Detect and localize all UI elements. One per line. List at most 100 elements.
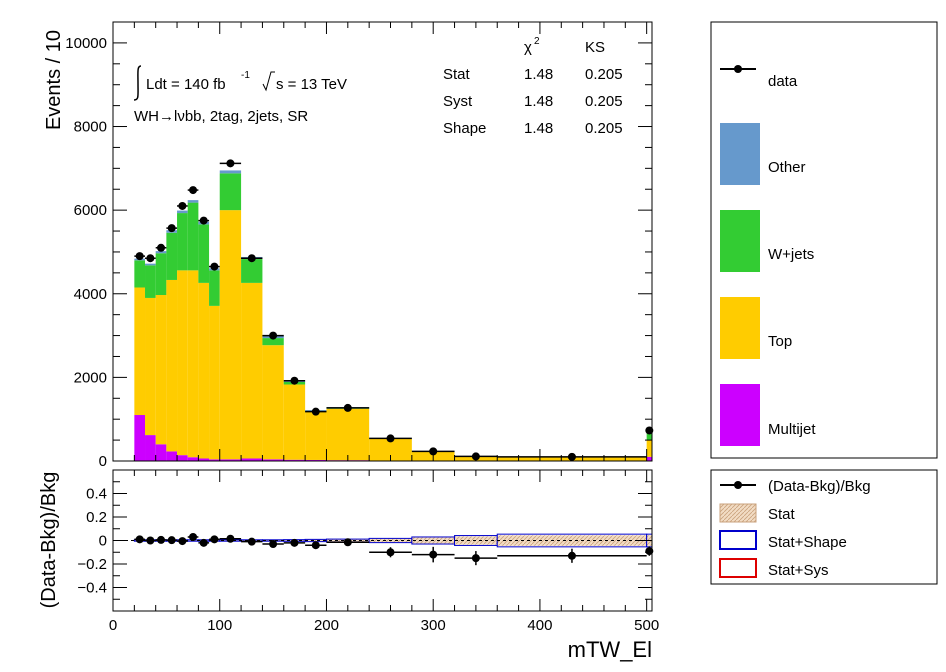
bar-multijet <box>646 456 652 461</box>
stats-table: χ 2 KS Stat 1.48 0.205 Syst 1.48 0.205 S… <box>443 36 623 137</box>
stats-row-chi2: 1.48 <box>524 120 553 137</box>
bar-top <box>326 408 370 461</box>
integral-sign <box>133 65 142 101</box>
bar-other <box>155 251 167 254</box>
main-histogram-panel: 0 2000 4000 6000 8000 10000 Events / 10 Ldt =… <box>43 21 654 470</box>
ratio-point <box>343 538 352 547</box>
bar-multijet <box>134 415 146 461</box>
bar-wjets <box>134 260 146 288</box>
ratio-point <box>210 535 219 544</box>
ratio-point <box>199 538 208 547</box>
bar-multijet <box>305 459 327 461</box>
stats-row-ks: 0.205 <box>585 66 623 83</box>
main-frame <box>112 21 653 462</box>
bar-top <box>166 279 178 452</box>
ratio-x-axis: 0 100 200 300 400 500 <box>109 470 659 634</box>
bar-top <box>262 345 284 460</box>
bar-top <box>187 270 199 458</box>
y-tick-label: 0 <box>99 453 107 470</box>
ratio-point <box>269 540 278 549</box>
bar-other <box>177 210 188 214</box>
y-tick-label: 4000 <box>74 286 107 303</box>
legend-label: Multijet <box>768 421 816 438</box>
bar-wjets <box>646 431 652 441</box>
data-point <box>226 159 235 168</box>
stats-header-ks: KS <box>585 39 605 56</box>
data-point <box>567 452 576 461</box>
bar-multijet <box>209 459 220 461</box>
ratio-point <box>290 538 299 547</box>
legend-entry-multijet: Multijet <box>720 384 816 446</box>
stats-header-chi2: χ <box>524 39 532 56</box>
legend-swatch <box>720 210 760 272</box>
bar-top <box>155 295 167 445</box>
bar-wjets <box>209 270 220 306</box>
stats-header-chi2-exponent: 2 <box>534 36 540 47</box>
x-tick-label: 0 <box>109 617 117 634</box>
legend-entry-stat-sys: Stat+Sys <box>719 558 828 579</box>
data-point <box>343 403 352 412</box>
bar-wjets <box>198 224 210 283</box>
legend-entry-stat: Stat <box>719 503 796 523</box>
bar-top <box>209 305 220 460</box>
ratio-y-tick-label: 0 <box>99 533 107 550</box>
data-points <box>134 159 654 461</box>
bar-multijet <box>145 435 156 461</box>
ratio-legend-frame <box>710 469 938 585</box>
ratio-point <box>429 550 438 559</box>
legend-label: Other <box>768 159 806 176</box>
bar-other <box>187 200 199 203</box>
ratio-point <box>189 532 198 541</box>
stats-row-label: Shape <box>443 120 486 137</box>
ratio-panel: −0.4 −0.2 0 0.2 0.4 0 100 200 300 400 500 (Data-B… <box>38 469 659 662</box>
stats-row-label: Syst <box>443 93 473 110</box>
ratio-points <box>134 532 654 566</box>
energy-label: s = 13 TeV <box>276 76 347 93</box>
stacked-bars <box>134 170 652 461</box>
ratio-point <box>645 547 654 556</box>
stat-band <box>305 539 327 542</box>
stats-row-chi2: 1.48 <box>524 66 553 83</box>
ratio-point <box>157 535 166 544</box>
bar-top <box>134 287 146 416</box>
main-y-axis-label: Events / 10 <box>43 30 65 130</box>
legend-label: (Data-Bkg)/Bkg <box>768 478 871 495</box>
bar-wjets <box>262 338 284 346</box>
legend-label: Top <box>768 333 792 350</box>
y-tick-label: 2000 <box>74 369 107 386</box>
bar-multijet <box>219 459 242 461</box>
legend-label: data <box>768 73 798 90</box>
ratio-point <box>311 541 320 550</box>
data-point <box>189 186 198 195</box>
ratio-point <box>178 537 187 546</box>
ratio-point <box>567 551 576 560</box>
ratio-y-axis: −0.4 −0.2 0 0.2 0.4 <box>77 481 652 600</box>
stats-row-ks: 0.205 <box>585 120 623 137</box>
ratio-legend: (Data-Bkg)/Bkg Stat Stat+Shape Stat+Sys <box>710 469 938 585</box>
legend-label: Stat+Shape <box>768 534 847 551</box>
bar-wjets <box>187 202 199 271</box>
legend-entry-other: Other <box>720 123 806 185</box>
bar-wjets <box>155 253 167 296</box>
data-point <box>247 254 256 263</box>
legend-entry-top: Top <box>720 297 792 359</box>
ratio-point <box>135 535 144 544</box>
main-legend: data Other W+jets Top Multijet <box>710 21 938 459</box>
x-tick-label: 300 <box>421 617 446 634</box>
data-point <box>645 426 654 435</box>
x-tick-label: 400 <box>527 617 552 634</box>
bar-top <box>305 411 327 460</box>
legend-ratio-marker <box>734 481 742 489</box>
data-point <box>157 243 166 252</box>
bar-top <box>219 210 242 460</box>
y-tick-label: 6000 <box>74 202 107 219</box>
legend-swatch <box>719 558 757 578</box>
bar-top <box>241 282 263 459</box>
ratio-y-tick-label: −0.2 <box>77 556 107 573</box>
bar-top <box>198 282 210 459</box>
ratio-y-axis-label: (Data-Bkg)/Bkg <box>38 472 60 609</box>
sqrt-sign <box>262 71 275 92</box>
bar-wjets <box>177 213 188 271</box>
data-point <box>386 434 395 443</box>
